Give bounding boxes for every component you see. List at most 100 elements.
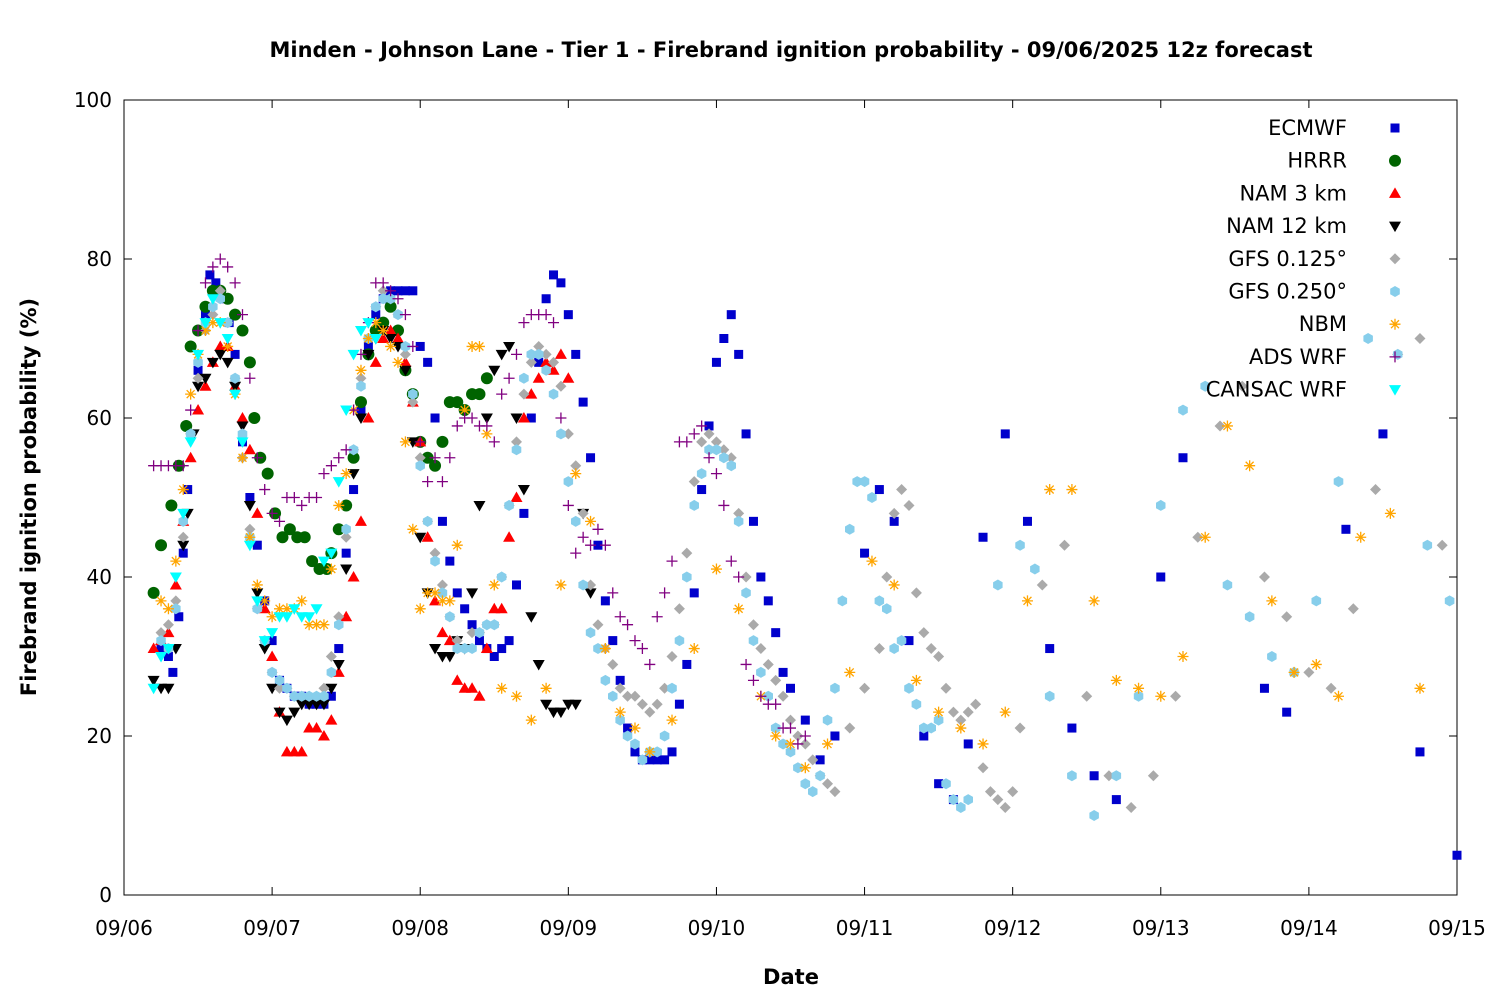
data-point (452, 643, 462, 654)
data-point (1067, 770, 1077, 782)
data-point (1044, 484, 1056, 496)
data-point (185, 428, 196, 440)
data-point (473, 500, 486, 512)
data-point (859, 682, 871, 694)
data-point (562, 499, 574, 511)
data-point (1222, 579, 1233, 591)
data-point (1067, 723, 1077, 733)
data-point (177, 484, 189, 496)
data-point (481, 420, 493, 432)
x-tick-label: 09/12 (984, 916, 1042, 940)
data-point (480, 372, 493, 385)
data-point (169, 578, 182, 590)
data-point (355, 364, 367, 376)
data-point (371, 310, 381, 320)
data-point (273, 707, 286, 719)
data-point (332, 477, 345, 488)
data-point (326, 666, 337, 678)
data-point (844, 722, 856, 734)
data-point (340, 499, 353, 512)
data-point (615, 675, 625, 685)
data-point (584, 588, 597, 599)
data-point (1363, 333, 1373, 344)
plot-frame (123, 99, 1458, 896)
data-point (177, 508, 190, 520)
data-point (399, 348, 411, 360)
data-point (903, 499, 915, 511)
data-point (511, 580, 521, 590)
data-point (503, 341, 516, 353)
data-point (274, 603, 286, 615)
data-point (629, 722, 641, 734)
data-point (311, 492, 323, 503)
data-point (608, 636, 618, 646)
data-point (496, 571, 507, 583)
data-point (377, 277, 389, 289)
data-point (451, 674, 464, 685)
data-point (777, 690, 789, 702)
data-point (651, 698, 663, 710)
data-point (288, 492, 300, 503)
data-point (525, 388, 538, 399)
data-point (688, 428, 700, 440)
legend-item: ECMWF (1268, 116, 1400, 140)
data-point (622, 690, 634, 702)
data-point (770, 722, 781, 734)
data-point (393, 309, 403, 321)
data-point (733, 571, 745, 583)
data-point (703, 428, 715, 440)
data-point (1021, 595, 1033, 607)
data-point (697, 485, 707, 495)
legend-marker (1390, 286, 1400, 297)
data-point (370, 317, 382, 329)
data-point (317, 730, 330, 741)
data-point (147, 586, 160, 599)
data-point (556, 428, 566, 440)
data-point (349, 485, 359, 495)
data-point (1310, 658, 1322, 670)
data-point (214, 318, 227, 329)
data-point (236, 452, 248, 464)
data-point (570, 468, 582, 480)
data-point (192, 381, 205, 393)
data-point (354, 515, 367, 526)
data-point (252, 603, 263, 615)
data-point (1199, 531, 1211, 543)
data-point (963, 739, 973, 749)
data-point (808, 786, 818, 798)
data-point (236, 309, 248, 321)
data-point (466, 588, 479, 599)
data-point (1111, 770, 1122, 782)
data-point (599, 643, 611, 655)
data-point (436, 435, 449, 448)
data-point (1089, 771, 1099, 781)
data-point (519, 372, 529, 384)
data-point (666, 714, 678, 726)
data-point (162, 619, 174, 631)
data-point (266, 507, 278, 519)
data-point (266, 611, 278, 623)
data-point (533, 340, 545, 352)
data-point (763, 690, 773, 702)
data-point (318, 619, 330, 631)
data-point (385, 293, 396, 305)
data-point (659, 587, 671, 599)
data-point (822, 714, 833, 726)
series-ads-wrf (148, 253, 811, 750)
data-point (910, 587, 922, 599)
series-nbm (155, 317, 1426, 774)
data-point (1267, 651, 1277, 662)
data-point (852, 476, 862, 488)
data-point (384, 300, 397, 313)
data-point (184, 451, 197, 463)
data-point (199, 277, 211, 289)
data-point (340, 531, 352, 543)
data-point (510, 690, 522, 702)
data-point (261, 467, 274, 480)
data-point (436, 595, 448, 607)
data-point (548, 356, 560, 368)
data-point (243, 500, 256, 512)
data-point (682, 571, 692, 583)
data-point (251, 507, 264, 518)
